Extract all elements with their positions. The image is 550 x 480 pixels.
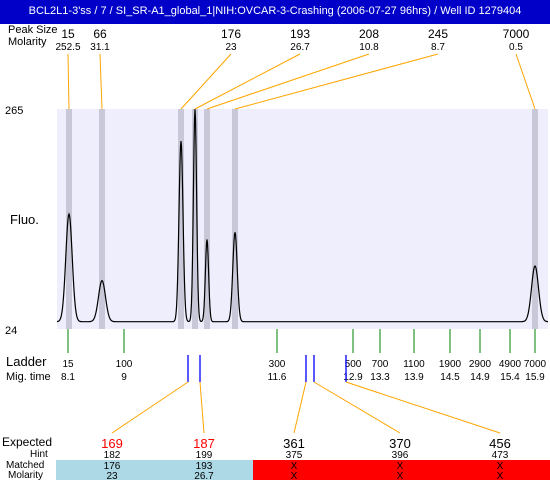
matched-value: 176 <box>104 461 121 472</box>
matched-molarity-value: X <box>291 471 298 480</box>
ladder-mig-time-value: 15.4 <box>500 372 520 383</box>
hint-value: 473 <box>492 450 509 461</box>
matched-value: X <box>291 461 298 472</box>
ladder-mig-time-value: 15.9 <box>525 372 545 383</box>
peak-size-value: 7000 <box>503 27 530 41</box>
matched-row-bg <box>56 460 253 480</box>
ladder-size-value: 300 <box>269 359 286 370</box>
matched-value: 193 <box>196 461 213 472</box>
ladder-size-value: 1100 <box>403 359 425 370</box>
peak-band-marker <box>204 109 210 329</box>
hint-value: 182 <box>104 450 121 461</box>
matched-value: X <box>497 461 504 472</box>
y-axis-label: Fluo. <box>10 212 39 227</box>
window-title: BCL2L1-3'ss / 7 / SI_SR-A1_global_1|NIH:… <box>28 5 522 17</box>
peak-size-value: 176 <box>221 27 241 41</box>
ladder-mig-time-value: 11.6 <box>268 372 287 383</box>
expected-connector-line <box>199 381 205 434</box>
expected-size-value: 187 <box>193 436 215 451</box>
ladder-mig-time-value: 9 <box>121 372 127 383</box>
peak-connector-line <box>515 53 536 110</box>
matched-molarity-value: 26.7 <box>194 471 214 480</box>
ladder-mig-time-value: 13.3 <box>370 372 390 383</box>
peak-molarity-value: 23 <box>225 42 237 53</box>
peak-band-marker <box>99 109 105 329</box>
ladder-size-value: 4900 <box>499 359 522 370</box>
peak-connector-line <box>234 53 439 110</box>
hint-value: 396 <box>392 450 409 461</box>
peak-connector-line <box>194 53 301 110</box>
peak-molarity-value: 252.5 <box>55 42 80 53</box>
peak-size-value: 208 <box>359 27 379 41</box>
expected-size-value: 361 <box>283 436 305 451</box>
expected-size-value: 456 <box>489 436 511 451</box>
title-bar: BCL2L1-3'ss / 7 / SI_SR-A1_global_1|NIH:… <box>0 0 550 24</box>
y-tick-label: 265 <box>5 105 23 117</box>
mig-time-label: Mig. time <box>6 371 51 383</box>
expected-connector-line <box>293 381 307 434</box>
ladder-mig-time-value: 13.9 <box>404 372 424 383</box>
ladder-mig-time-value: 8.1 <box>61 372 75 383</box>
ladder-mig-time-value: 12.9 <box>343 372 363 383</box>
ladder-label: Ladder <box>6 354 47 369</box>
ladder-mig-time-value: 14.5 <box>440 372 460 383</box>
expected-connector-line <box>345 381 501 434</box>
matched-label: Matched <box>6 460 44 471</box>
fluorescence-trace <box>56 108 548 323</box>
matched-molarity-value: 23 <box>106 471 118 480</box>
peak-band-marker <box>532 109 538 329</box>
peak-molarity-value: 10.8 <box>359 42 379 53</box>
expected-size-value: 370 <box>389 436 411 451</box>
peak-band-marker <box>232 109 238 329</box>
y-tick-label: 24 <box>5 325 17 337</box>
expected-connector-line <box>313 381 401 434</box>
peak-molarity-value: 31.1 <box>90 42 110 53</box>
peak-connector-line <box>67 53 70 110</box>
peak-connector-line <box>206 53 370 110</box>
ladder-size-value: 700 <box>372 359 389 370</box>
unmatched-row-bg <box>253 460 550 480</box>
molarity-row-label: Molarity <box>8 470 43 480</box>
expected-label: Expected <box>2 435 52 449</box>
matched-molarity-value: X <box>497 471 504 480</box>
ladder-size-value: 500 <box>345 359 362 370</box>
hint-value: 375 <box>286 450 303 461</box>
matched-value: X <box>397 461 404 472</box>
peak-molarity-value: 8.7 <box>431 42 445 53</box>
ladder-size-value: 7000 <box>524 359 547 370</box>
ladder-size-value: 2900 <box>469 359 492 370</box>
ladder-size-value: 100 <box>116 359 133 370</box>
peak-size-value: 15 <box>61 27 75 41</box>
peak-connector-line <box>99 53 103 110</box>
ladder-size-value: 1900 <box>439 359 462 370</box>
peak-size-value: 66 <box>93 27 107 41</box>
peak-band-marker <box>178 109 184 329</box>
plot-area <box>57 109 548 329</box>
peak-connector-line <box>180 53 232 110</box>
expected-connector-line <box>111 381 189 434</box>
hint-value: 199 <box>196 450 213 461</box>
ladder-size-value: 15 <box>62 359 74 370</box>
ladder-mig-time-value: 14.9 <box>470 372 490 383</box>
peak-molarity-value: 0.5 <box>509 42 523 53</box>
peak-size-label: Peak Size <box>8 24 58 36</box>
matched-molarity-value: X <box>397 471 404 480</box>
peak-molarity-value: 26.7 <box>290 42 310 53</box>
molarity-label: Molarity <box>8 36 47 48</box>
expected-size-value: 169 <box>101 436 123 451</box>
hint-label: Hint <box>30 449 48 460</box>
peak-size-value: 245 <box>428 27 448 41</box>
peak-size-value: 193 <box>290 27 310 41</box>
peak-band-marker <box>192 109 198 329</box>
peak-band-marker <box>66 109 72 329</box>
